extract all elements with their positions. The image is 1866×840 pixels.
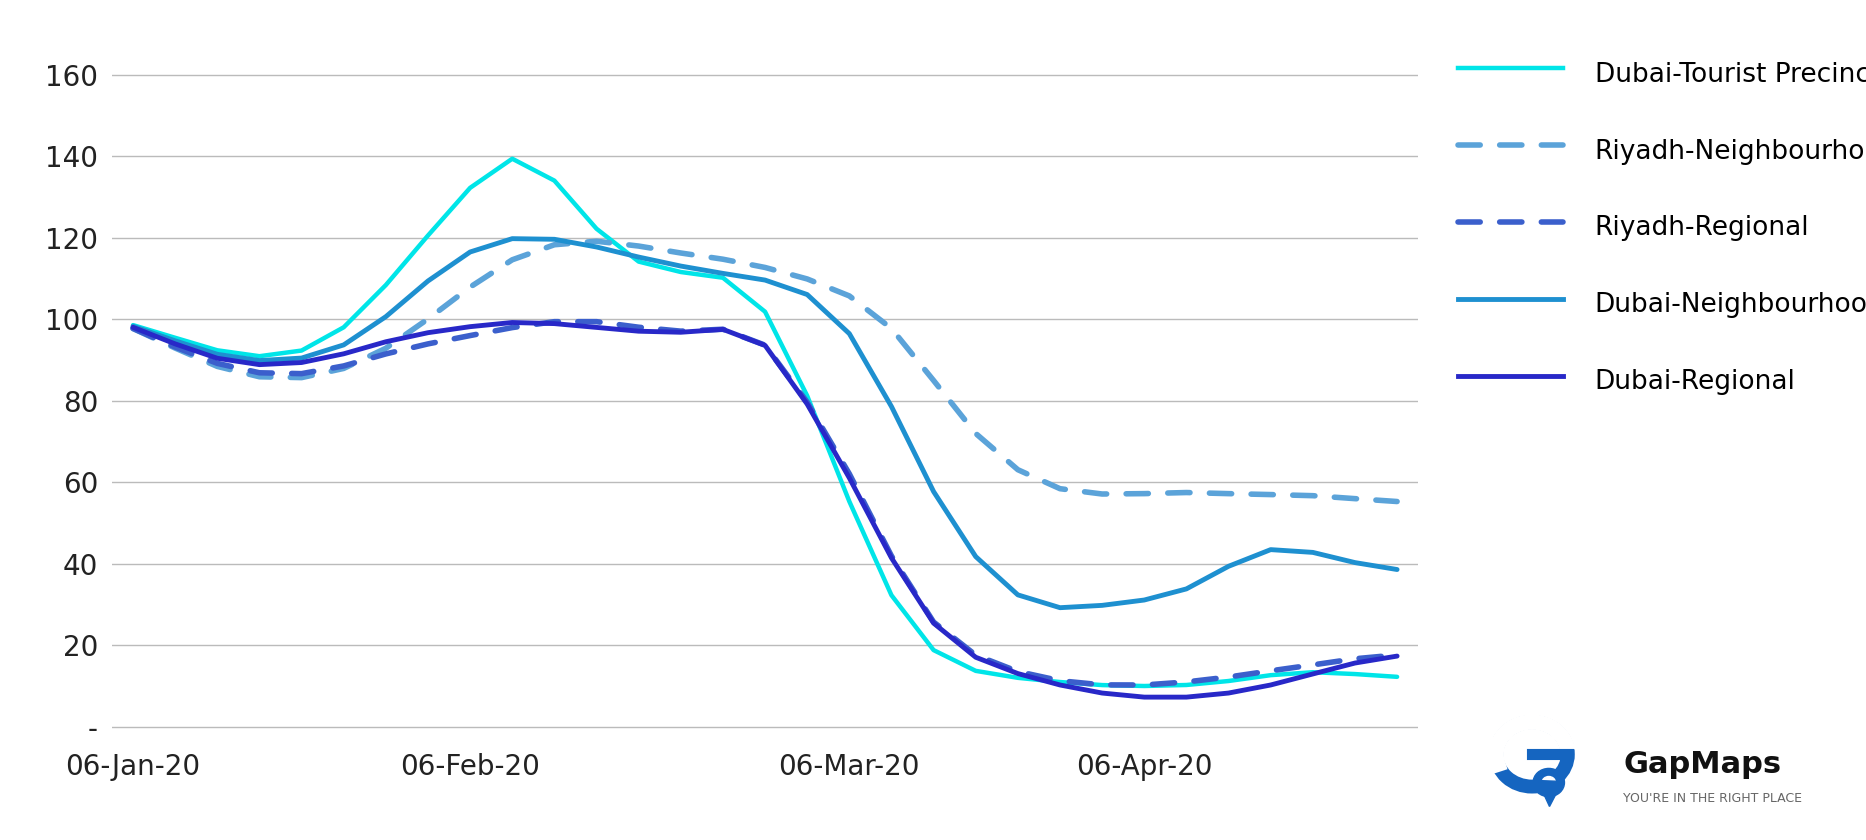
Circle shape <box>1534 769 1564 796</box>
Text: GapMaps: GapMaps <box>1623 750 1782 779</box>
Legend: Dubai-Tourist Precincts, Riyadh-Neighbourhood, Riyadh-Regional, Dubai-Neighbourh: Dubai-Tourist Precincts, Riyadh-Neighbou… <box>1444 41 1866 412</box>
Text: YOU'RE IN THE RIGHT PLACE: YOU'RE IN THE RIGHT PLACE <box>1623 791 1803 805</box>
Circle shape <box>1541 776 1556 789</box>
